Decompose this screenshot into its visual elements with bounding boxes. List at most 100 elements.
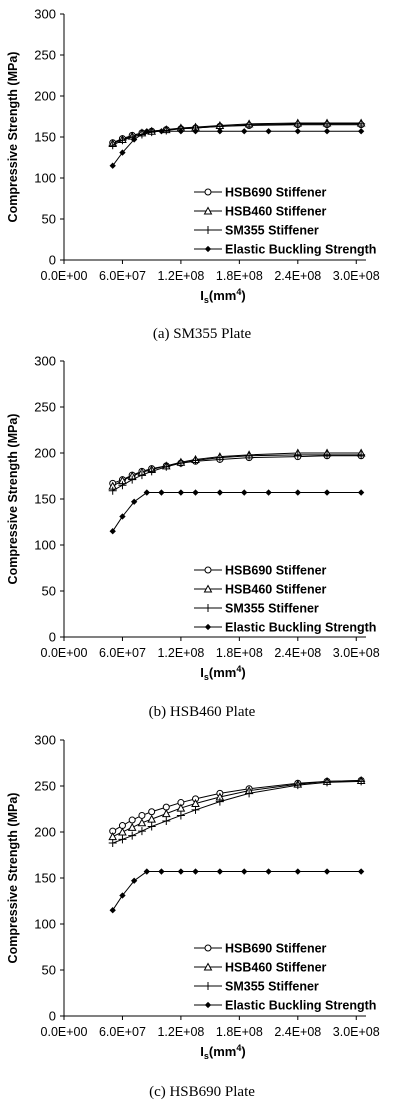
y-tick-label: 300 [34, 354, 56, 369]
data-point [118, 835, 127, 844]
data-point [119, 513, 126, 520]
series-line [112, 130, 362, 166]
y-tick-label: 150 [34, 130, 56, 145]
data-point [109, 162, 116, 169]
data-point [357, 450, 366, 459]
legend-label: HSB460 Stiffener [225, 583, 327, 597]
data-point [119, 892, 126, 899]
data-point [158, 868, 165, 875]
data-point [265, 868, 272, 875]
legend-label: HSB690 Stiffener [225, 942, 327, 956]
series-line [112, 779, 362, 838]
data-point [143, 489, 150, 496]
legend-marker [204, 566, 212, 574]
y-tick-label: 50 [42, 963, 56, 978]
data-point [265, 489, 272, 496]
data-point [162, 462, 171, 471]
data-point [216, 489, 224, 496]
data-point [176, 811, 185, 820]
y-tick-label: 250 [34, 400, 56, 415]
legend: HSB690 Stiffener HSB460 Stiffener SM355 St… [194, 186, 376, 257]
y-tick-label: 300 [34, 7, 56, 22]
data-point [138, 811, 146, 819]
data-point [323, 119, 332, 128]
series-sm355-stiffener [108, 450, 366, 495]
data-point [241, 128, 248, 135]
data-point [323, 128, 331, 135]
data-point [323, 868, 331, 875]
legend-label: SM355 Stiffener [225, 602, 319, 616]
data-point [130, 877, 138, 884]
data-point [177, 128, 185, 135]
y-tick-label: 0 [49, 630, 56, 645]
data-point [191, 456, 200, 465]
data-point [265, 128, 272, 135]
y-tick-label: 250 [34, 779, 56, 794]
legend-marker [204, 226, 212, 234]
y-tick-label: 200 [34, 446, 56, 461]
data-point [215, 797, 224, 806]
x-tick-label: 1.8E+08 [216, 1025, 263, 1039]
y-tick-label: 50 [42, 212, 56, 227]
x-tick-label: 0.0E+00 [41, 269, 88, 283]
panel-caption: (c) HSB690 Plate [149, 1084, 255, 1100]
legend-marker [203, 206, 213, 215]
legend-label: HSB460 Stiffener [225, 961, 327, 975]
y-tick-label: 0 [49, 1009, 56, 1024]
data-point [215, 453, 224, 462]
x-tick-label: 2.4E+08 [274, 269, 321, 283]
chart-panel-2: 0 50 100 150 200 250 300 0.0E+00 6.0E+07 1.2E+08 1… [6, 354, 380, 721]
data-point [294, 128, 301, 135]
x-tick-label: 0.0E+00 [41, 1025, 88, 1039]
data-point [241, 868, 248, 875]
legend-marker [204, 1001, 212, 1009]
data-point [137, 471, 146, 480]
data-point [216, 128, 224, 135]
data-point [357, 868, 365, 875]
data-point [323, 450, 332, 459]
data-point [191, 805, 200, 814]
series-hsb690-stiffener [109, 776, 365, 835]
data-point [294, 868, 301, 875]
series-elastic-buckling-strength [109, 128, 365, 169]
data-point [177, 868, 185, 875]
y-tick-label: 150 [34, 871, 56, 886]
chart-panel-1: 0 50 100 150 200 250 300 0.0E+00 6.0E+07 1.2E+08 1… [6, 7, 380, 343]
x-axis-label: Is(mm4) [200, 1043, 245, 1061]
series-elastic-buckling-strength [109, 868, 365, 914]
data-point [147, 814, 157, 823]
x-axis-label: Is(mm4) [200, 287, 245, 305]
x-tick-label: 3.0E+08 [333, 646, 380, 660]
series-hsb690-stiffener [109, 452, 365, 487]
data-point [245, 451, 254, 460]
panel-caption: (a) SM355 Plate [153, 326, 252, 342]
y-axis-label: Compressive Strength (MPa) [6, 414, 20, 585]
y-axis-label: Compressive Strength (MPa) [6, 52, 20, 223]
data-point [128, 831, 137, 840]
data-point [177, 489, 185, 496]
data-point [118, 136, 127, 145]
y-tick-label: 300 [34, 733, 56, 748]
data-point [323, 489, 331, 496]
data-point [130, 498, 138, 505]
data-point [357, 777, 366, 786]
data-point [294, 489, 301, 496]
legend-label: Elastic Buckling Strength [225, 999, 376, 1013]
y-tick-label: 100 [34, 538, 56, 553]
series-elastic-buckling-strength [109, 489, 365, 535]
x-tick-label: 0.0E+00 [41, 646, 88, 660]
y-tick-label: 200 [34, 825, 56, 840]
x-tick-label: 6.0E+07 [99, 269, 146, 283]
data-point [293, 119, 302, 128]
y-tick-label: 200 [34, 89, 56, 104]
x-tick-label: 2.4E+08 [274, 646, 321, 660]
data-point [216, 868, 224, 875]
data-point [357, 128, 365, 135]
data-point [108, 141, 117, 150]
data-point [148, 808, 156, 816]
data-point [176, 459, 185, 468]
data-point [128, 475, 137, 484]
x-tick-label: 3.0E+08 [333, 1025, 380, 1039]
data-point [143, 868, 150, 875]
x-tick-label: 1.8E+08 [216, 646, 263, 660]
